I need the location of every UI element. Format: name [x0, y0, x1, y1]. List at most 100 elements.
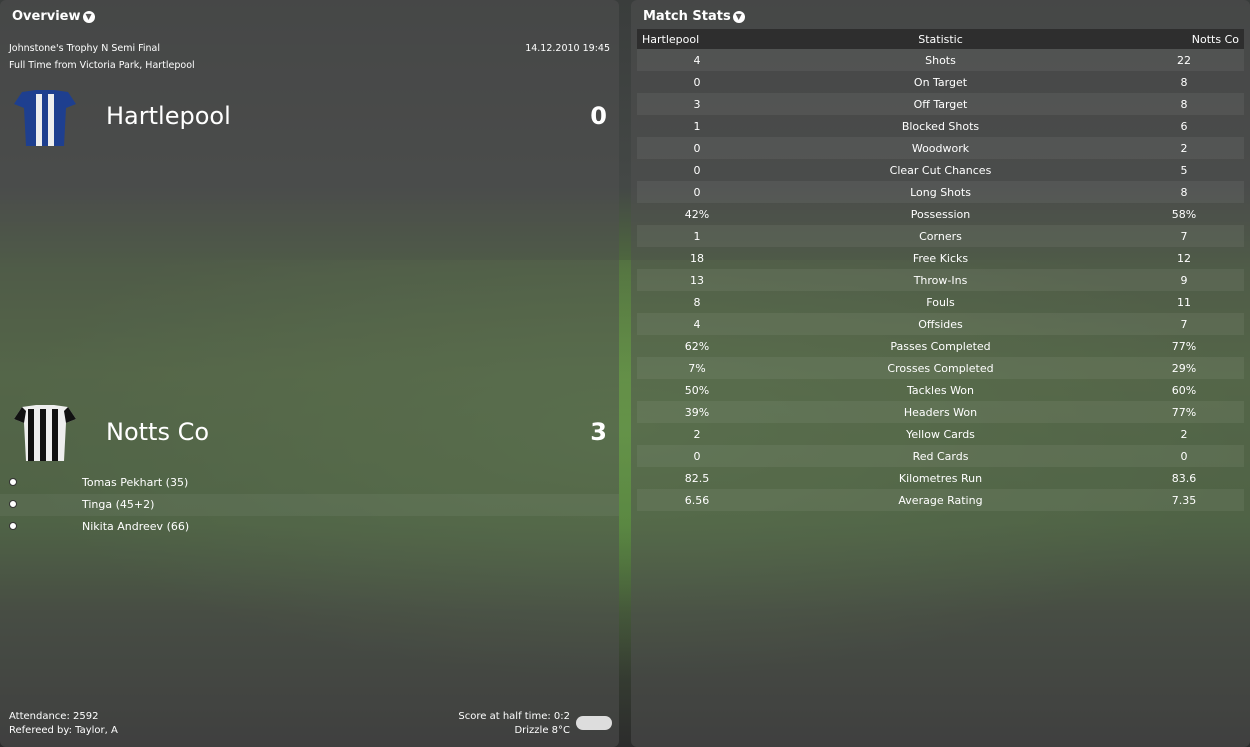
match-stats-title-text: Match Stats [643, 9, 731, 24]
stat-row: 1 Corners 7 [637, 225, 1244, 247]
away-value: 29% [1124, 357, 1244, 379]
stat-row: 0 Woodwork 2 [637, 137, 1244, 159]
home-value: 6.56 [637, 489, 757, 511]
overview-title[interactable]: Overview ▼ [12, 9, 95, 24]
stat-name: Average Rating [757, 489, 1124, 511]
scorer-name[interactable]: Tomas Pekhart (35) [82, 476, 189, 489]
stat-row: 18 Free Kicks 12 [637, 247, 1244, 269]
stat-name: Possession [910, 207, 971, 221]
stat-name: Red Cards [757, 445, 1124, 467]
stats-table: Hartlepool Statistic Notts Co 4 Shots 22 0 O… [637, 29, 1244, 511]
stat-name: Shots [757, 49, 1124, 71]
away-value: 22 [1124, 49, 1244, 71]
stat-row: 0 On Target 8 [637, 71, 1244, 93]
away-value: 2 [1180, 427, 1188, 441]
match-stats-title[interactable]: Match Stats ▼ [643, 9, 745, 24]
home-value: 2 [693, 427, 701, 441]
referee: Refereed by: Taylor, A [9, 725, 118, 736]
stat-row: 1 Blocked Shots 6 [637, 115, 1244, 137]
home-value: 13 [637, 269, 757, 291]
away-value: 8 [1180, 75, 1188, 89]
goal-scorer: Tomas Pekhart (35) [0, 472, 619, 494]
weather: Drizzle 8°C [514, 725, 570, 736]
stat-row: 3 Off Target 8 [637, 93, 1244, 115]
stat-row: 4 Shots 22 [637, 49, 1244, 71]
header-statistic[interactable]: Statistic [757, 29, 1124, 49]
ball-icon [9, 522, 17, 530]
away-value: 0 [1124, 445, 1244, 467]
home-value: 0 [693, 75, 701, 89]
away-value: 77% [1124, 401, 1244, 423]
home-team-name[interactable]: Hartlepool [106, 102, 231, 130]
away-value: 77% [1171, 339, 1197, 353]
chevron-down-icon[interactable]: ▼ [82, 11, 95, 23]
away-value: 7.35 [1124, 489, 1244, 511]
home-score: 0 [590, 102, 607, 130]
away-value: 83.6 [1171, 471, 1197, 485]
stat-row: 0 Red Cards 0 [637, 445, 1244, 467]
away-team-name[interactable]: Notts Co [106, 418, 210, 446]
stat-row: 6.56 Average Rating 7.35 [637, 489, 1244, 511]
home-value: 50% [684, 383, 710, 397]
home-value: 0 [693, 163, 701, 177]
away-value: 7 [1124, 313, 1244, 335]
header-home[interactable]: Hartlepool [637, 29, 757, 49]
stat-name: Woodwork [757, 137, 1124, 159]
stat-name: Long Shots [757, 181, 1124, 203]
home-value: 4 [637, 313, 757, 335]
stat-row: 7% Crosses Completed 29% [637, 357, 1244, 379]
away-kit-icon [14, 405, 76, 461]
header-away[interactable]: Notts Co [1124, 29, 1244, 49]
chevron-down-icon[interactable]: ▼ [732, 11, 745, 23]
cloud-icon [576, 716, 612, 730]
stat-name: On Target [913, 75, 968, 89]
stat-row: 13 Throw-Ins 9 [637, 269, 1244, 291]
away-value: 7 [1124, 225, 1244, 247]
goal-scorer: Nikita Andreev (66) [0, 516, 619, 538]
stat-name: Yellow Cards [906, 427, 975, 441]
stat-name: Clear Cut Chances [889, 163, 992, 177]
home-value: 39% [637, 401, 757, 423]
stat-name: Passes Completed [890, 339, 991, 353]
home-value: 18 [690, 251, 704, 265]
ball-icon [9, 478, 17, 486]
match-stats-panel: Match Stats ▼ Hartlepool Statistic Notts … [631, 0, 1250, 747]
stat-row: 82.5 Kilometres Run 83.6 [637, 467, 1244, 489]
stat-row: 50% Tackles Won 60% [637, 379, 1244, 401]
stat-row: 39% Headers Won 77% [637, 401, 1244, 423]
stat-name: Headers Won [757, 401, 1124, 423]
stat-row: 0 Long Shots 8 [637, 181, 1244, 203]
away-value: 12 [1177, 251, 1191, 265]
stat-name: Corners [757, 225, 1124, 247]
stat-name: Crosses Completed [757, 357, 1124, 379]
stat-name: Blocked Shots [901, 119, 980, 133]
home-kit-icon [14, 90, 76, 146]
match-status: Full Time from Victoria Park, Hartlepool [9, 60, 195, 71]
match-datetime: 14.12.2010 19:45 [525, 43, 610, 54]
goal-scorer: Tinga (45+2) [0, 494, 619, 516]
home-value: 1 [693, 119, 701, 133]
home-value: 4 [637, 49, 757, 71]
away-value: 8 [1124, 93, 1244, 115]
scorer-name[interactable]: Nikita Andreev (66) [82, 520, 190, 533]
overview-panel: Overview ▼ Johnstone's Trophy N Semi Fina… [0, 0, 619, 747]
away-value: 9 [1124, 269, 1244, 291]
attendance: Attendance: 2592 [9, 711, 99, 722]
stat-name: Offsides [757, 313, 1124, 335]
home-value: 7% [637, 357, 757, 379]
home-value: 1 [637, 225, 757, 247]
stat-name: Free Kicks [912, 251, 969, 265]
away-value: 60% [1171, 383, 1197, 397]
away-value: 5 [1180, 163, 1188, 177]
away-value: 2 [1124, 137, 1244, 159]
stat-row: 2 Yellow Cards 2 [637, 423, 1244, 445]
ball-icon [9, 500, 17, 508]
home-value: 82.5 [684, 471, 710, 485]
stat-name: Kilometres Run [898, 471, 983, 485]
stat-row: 0 Clear Cut Chances 5 [637, 159, 1244, 181]
stat-row: 42% Possession 58% [637, 203, 1244, 225]
half-time-score: Score at half time: 0:2 [458, 711, 570, 722]
scorer-name[interactable]: Tinga (45+2) [82, 498, 155, 511]
home-value: 0 [637, 445, 757, 467]
home-value: 0 [637, 137, 757, 159]
